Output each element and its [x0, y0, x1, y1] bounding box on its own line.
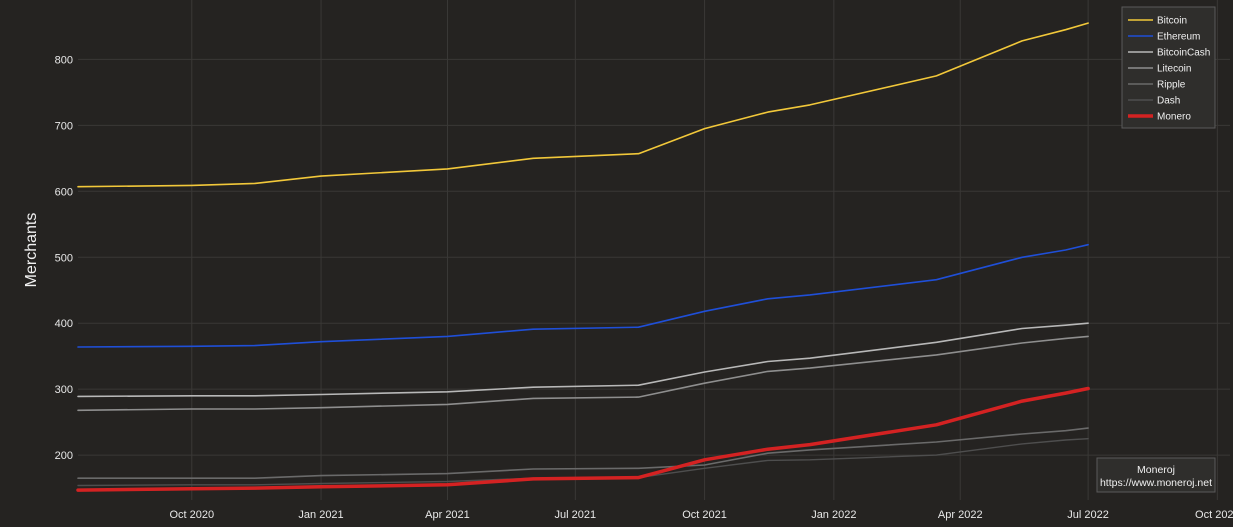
- x-tick-label: Apr 2022: [938, 509, 983, 521]
- legend[interactable]: Bitcoin Ethereum BitcoinCash Litecoin Ripple…: [1121, 6, 1216, 129]
- x-tick-label: Oct 2021: [682, 509, 727, 521]
- x-tick-label: Jul 2022: [1067, 509, 1109, 521]
- series-line-bitcoincash: [77, 322, 1089, 398]
- series-lines: [76, 22, 1090, 492]
- legend-box: [1121, 6, 1216, 129]
- x-tick-label: Jan 2022: [811, 509, 856, 521]
- y-axis-label: Merchants: [23, 213, 40, 288]
- legend-label-bitcoin[interactable]: Bitcoin: [1157, 16, 1187, 27]
- x-tick-label: Jul 2021: [555, 509, 597, 521]
- y-tick-label: 800: [55, 54, 73, 66]
- legend-label-dash[interactable]: Dash: [1157, 96, 1180, 107]
- credit-annotation: Moneroj https://www.moneroj.net: [1096, 457, 1216, 493]
- y-tick-label: 200: [55, 450, 73, 462]
- x-tick-label: Jan 2021: [298, 509, 343, 521]
- series-line-ethereum: [77, 243, 1089, 348]
- x-tick-label: Apr 2021: [425, 509, 470, 521]
- legend-label-monero[interactable]: Monero: [1157, 112, 1191, 123]
- y-tick-label: 700: [55, 120, 73, 132]
- y-tick-label: 600: [55, 186, 73, 198]
- legend-label-litecoin[interactable]: Litecoin: [1157, 64, 1191, 75]
- series-line-litecoin: [77, 335, 1089, 412]
- x-axis-ticks: Oct 2020 Jan 2021 Apr 2021 Jul 2021 Oct 2021…: [169, 509, 1233, 521]
- x-tick-label: Oct 2020: [169, 509, 214, 521]
- legend-label-ethereum[interactable]: Ethereum: [1157, 32, 1200, 43]
- series-line-dash: [77, 438, 1089, 487]
- legend-label-bitcoincash[interactable]: BitcoinCash: [1157, 48, 1210, 59]
- series-line-bitcoin: [77, 22, 1089, 188]
- credit-box: [1096, 457, 1216, 493]
- y-tick-label: 400: [55, 318, 73, 330]
- y-tick-label: 300: [55, 384, 73, 396]
- x-tick-label: Oct 2022: [1195, 509, 1233, 521]
- y-tick-label: 500: [55, 252, 73, 264]
- series-line-ripple: [77, 427, 1089, 480]
- credit-url: https://www.moneroj.net: [1100, 477, 1212, 489]
- legend-label-ripple[interactable]: Ripple: [1157, 80, 1186, 91]
- series-line-monero: [76, 386, 1090, 492]
- credit-name: Moneroj: [1137, 464, 1175, 476]
- y-axis-ticks: 200 300 400 500 600 700 800: [55, 54, 73, 462]
